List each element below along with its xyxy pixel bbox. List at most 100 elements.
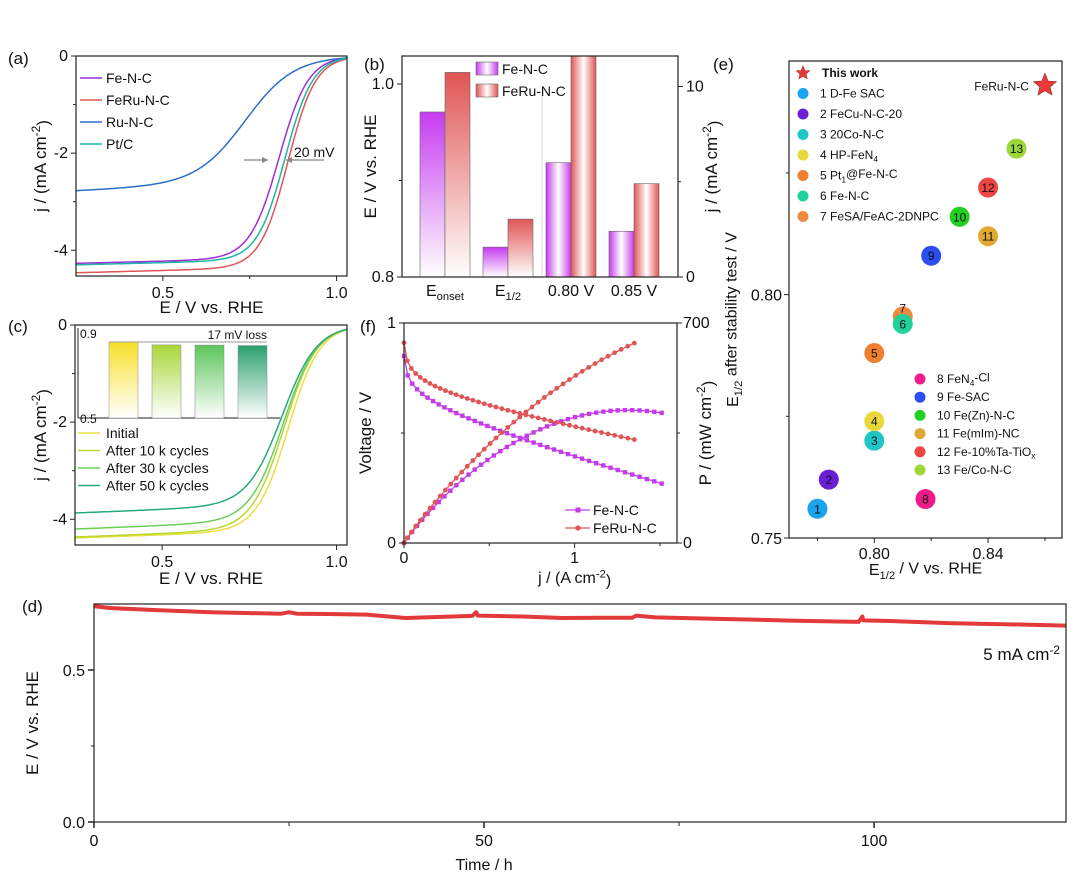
data-point — [637, 474, 642, 480]
data-point — [422, 511, 428, 517]
data-point — [427, 505, 433, 511]
y-right-tick-label: 700 — [683, 315, 710, 332]
x-axis-label: E / V vs. RHE — [160, 298, 264, 317]
data-point — [464, 463, 470, 469]
x-tick-label: 0.85 V — [611, 283, 658, 300]
annotation-arrowhead-right — [286, 157, 292, 163]
x-tick-label: 0.5 — [151, 554, 173, 571]
x-axis-label: E1/2 / V vs. RHE — [869, 560, 982, 582]
data-point — [558, 419, 564, 424]
series-line-FeRu-N-C — [76, 58, 348, 274]
legend-marker-9 — [914, 391, 926, 403]
legend-label-Fe-N-C: Fe-N-C — [502, 61, 548, 77]
data-point — [551, 421, 557, 426]
legend-marker-10 — [914, 409, 926, 421]
data-point — [459, 394, 465, 400]
data-point — [448, 488, 453, 493]
bar-Fe-N-C-Eonset — [419, 111, 446, 278]
data-point — [425, 395, 430, 400]
data-point — [427, 381, 433, 386]
data-point — [644, 408, 650, 414]
plot-frame — [75, 55, 348, 277]
y-tick-label: 0.0 — [63, 815, 85, 832]
data-point — [491, 426, 497, 431]
panel-label-e: (e) — [713, 55, 734, 74]
bar-FeRu-N-C-0.85 V — [633, 183, 660, 278]
legend-swatch-FeRu-N-C — [475, 83, 499, 98]
data-point — [472, 467, 477, 472]
data-point — [511, 409, 517, 415]
bar-Fe-N-C-0.80 V — [545, 162, 572, 278]
data-point — [498, 448, 503, 454]
y-tick-label: -2 — [54, 145, 68, 162]
data-point — [567, 422, 572, 428]
legend-marker-1 — [797, 88, 809, 99]
data-point-1 — [807, 498, 828, 519]
legend-marker-3 — [797, 129, 809, 140]
y-tick-label: 0.8 — [372, 269, 394, 286]
data-point — [430, 398, 436, 404]
data-point — [476, 399, 481, 405]
data-point — [531, 440, 536, 445]
data-point — [448, 408, 453, 413]
data-point-label-11: 11 — [982, 230, 995, 244]
y-tick-label: 0.5 — [63, 663, 85, 680]
x-tick-label: 100 — [861, 833, 888, 850]
y-tick-label: -4 — [53, 511, 67, 528]
x-tick-label: 1.0 — [325, 554, 347, 571]
data-point — [524, 433, 530, 438]
data-point — [504, 444, 510, 450]
x-axis-label: j / (A cm-2) — [537, 568, 611, 589]
x-axis-label: E / V vs. RHE — [159, 569, 263, 588]
y-right-axis-label: P / (mW cm-2) — [694, 381, 718, 486]
data-point — [605, 353, 611, 359]
data-point — [493, 435, 499, 441]
plot-frame — [788, 60, 1063, 539]
y-right-tick-label: 0 — [686, 269, 695, 286]
data-point — [605, 431, 611, 437]
data-point — [586, 458, 592, 464]
legend-label-Fe-N-C: Fe-N-C — [593, 502, 639, 518]
legend-marker-6 — [797, 190, 809, 202]
panel-f-fuel-cell-chart: Fe-N-C FeRu-N-C 0 1 0 1 0 700 j / (A cm-2) Voltag… — [356, 315, 718, 589]
data-point-3 — [864, 430, 885, 451]
data-point — [592, 361, 598, 366]
bar-Fe-N-C-0.85 V — [608, 230, 635, 278]
annotation-arrowhead-left — [262, 157, 268, 163]
legend-label-Initial: Initial — [106, 425, 139, 441]
y-right-tick-label: 10 — [686, 78, 704, 95]
data-point — [466, 472, 471, 477]
data-point — [593, 410, 599, 415]
data-point-label-1: 1 — [814, 502, 821, 516]
legend-marker-13 — [914, 464, 926, 476]
data-point — [541, 395, 547, 400]
data-point — [618, 434, 624, 440]
data-point — [612, 350, 617, 356]
x-tick-label: 0.5 — [152, 285, 174, 302]
data-point — [586, 427, 592, 433]
data-point — [558, 449, 564, 455]
data-point — [499, 406, 505, 412]
data-point — [470, 397, 476, 403]
data-point — [631, 340, 637, 346]
data-point — [625, 435, 631, 441]
data-point — [478, 421, 484, 426]
y-axis-label: E / V vs. RHE — [361, 115, 380, 219]
y-axis-label: E1/2 after stability test / V — [723, 232, 745, 407]
bar-FeRu-N-C-E1/2 — [507, 218, 534, 278]
data-point — [612, 432, 617, 438]
data-point — [554, 419, 560, 425]
legend-marker-4 — [797, 149, 809, 161]
data-point-label-10: 10 — [953, 210, 967, 224]
data-point — [565, 451, 571, 457]
data-point — [417, 517, 423, 523]
data-point — [548, 390, 553, 396]
legend-marker-this-work — [795, 65, 811, 80]
x-tick-label: 0 — [400, 550, 409, 567]
data-point — [405, 373, 410, 378]
panel-label-d: (d) — [22, 597, 43, 616]
data-point — [459, 469, 465, 475]
y-axis-label: E / V vs. RHE — [23, 671, 42, 775]
data-point — [422, 378, 428, 384]
